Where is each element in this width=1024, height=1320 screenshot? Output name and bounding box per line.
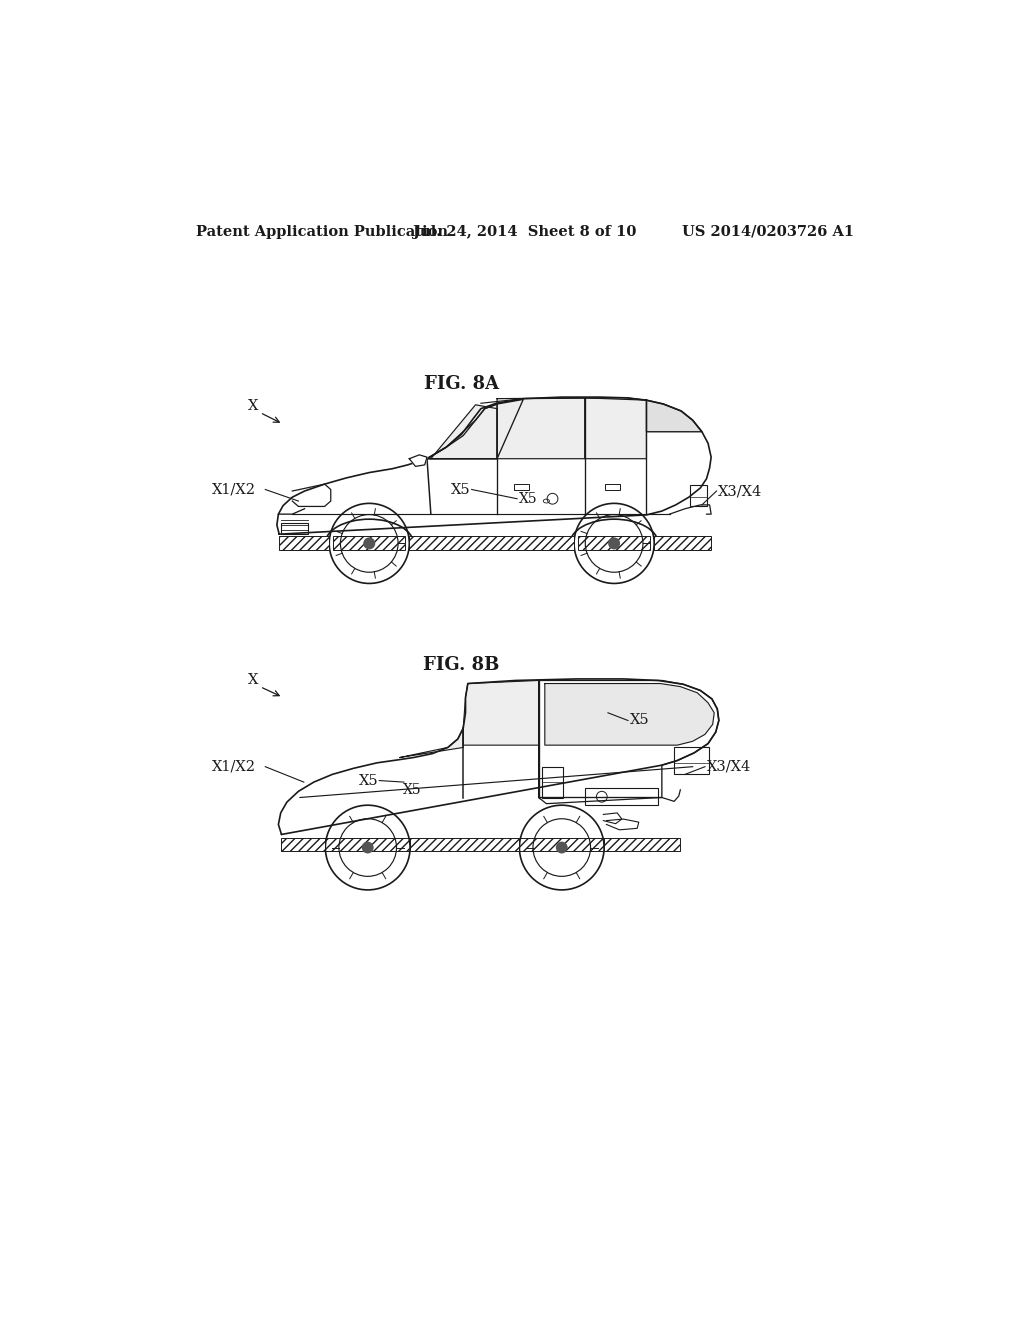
Bar (410, 536, 574, 549)
Bar (674, 747, 709, 775)
Text: X3/X4: X3/X4 (707, 760, 751, 774)
Polygon shape (497, 397, 585, 459)
Text: X: X (248, 673, 258, 688)
Text: FIG. 8B: FIG. 8B (424, 656, 500, 675)
Bar (410, 838, 519, 851)
Bar (519, 838, 604, 851)
Bar (689, 484, 707, 507)
Polygon shape (431, 405, 497, 459)
Polygon shape (410, 455, 427, 466)
Bar (604, 838, 680, 851)
Polygon shape (400, 729, 463, 758)
Text: X5: X5 (452, 483, 471, 496)
Polygon shape (545, 684, 714, 744)
Bar (585, 788, 658, 805)
Circle shape (608, 537, 621, 549)
Circle shape (364, 537, 375, 549)
Text: X3/X4: X3/X4 (718, 484, 762, 498)
Bar (514, 484, 529, 490)
Polygon shape (463, 681, 539, 744)
Polygon shape (427, 404, 497, 459)
Bar (282, 838, 326, 851)
Text: Jul. 24, 2014  Sheet 8 of 10: Jul. 24, 2014 Sheet 8 of 10 (413, 224, 637, 239)
Bar (654, 536, 711, 549)
Polygon shape (646, 400, 701, 432)
Circle shape (361, 842, 374, 854)
Text: X5: X5 (358, 774, 379, 788)
Text: X: X (248, 400, 258, 413)
Text: X1/X2: X1/X2 (211, 760, 255, 774)
Circle shape (556, 842, 567, 854)
Bar (579, 536, 650, 549)
Text: X5: X5 (630, 714, 649, 727)
Polygon shape (585, 397, 646, 459)
Bar (282, 523, 308, 535)
Text: X5: X5 (403, 783, 422, 797)
Bar (333, 536, 406, 549)
Bar (605, 484, 621, 490)
Text: X1/X2: X1/X2 (211, 483, 255, 496)
Bar (542, 767, 563, 797)
Text: US 2014/0203726 A1: US 2014/0203726 A1 (682, 224, 854, 239)
Text: FIG. 8A: FIG. 8A (424, 375, 500, 393)
Bar (280, 536, 330, 549)
Text: X5: X5 (519, 492, 538, 506)
Text: Patent Application Publication: Patent Application Publication (196, 224, 449, 239)
Ellipse shape (544, 499, 550, 503)
Bar (326, 838, 410, 851)
